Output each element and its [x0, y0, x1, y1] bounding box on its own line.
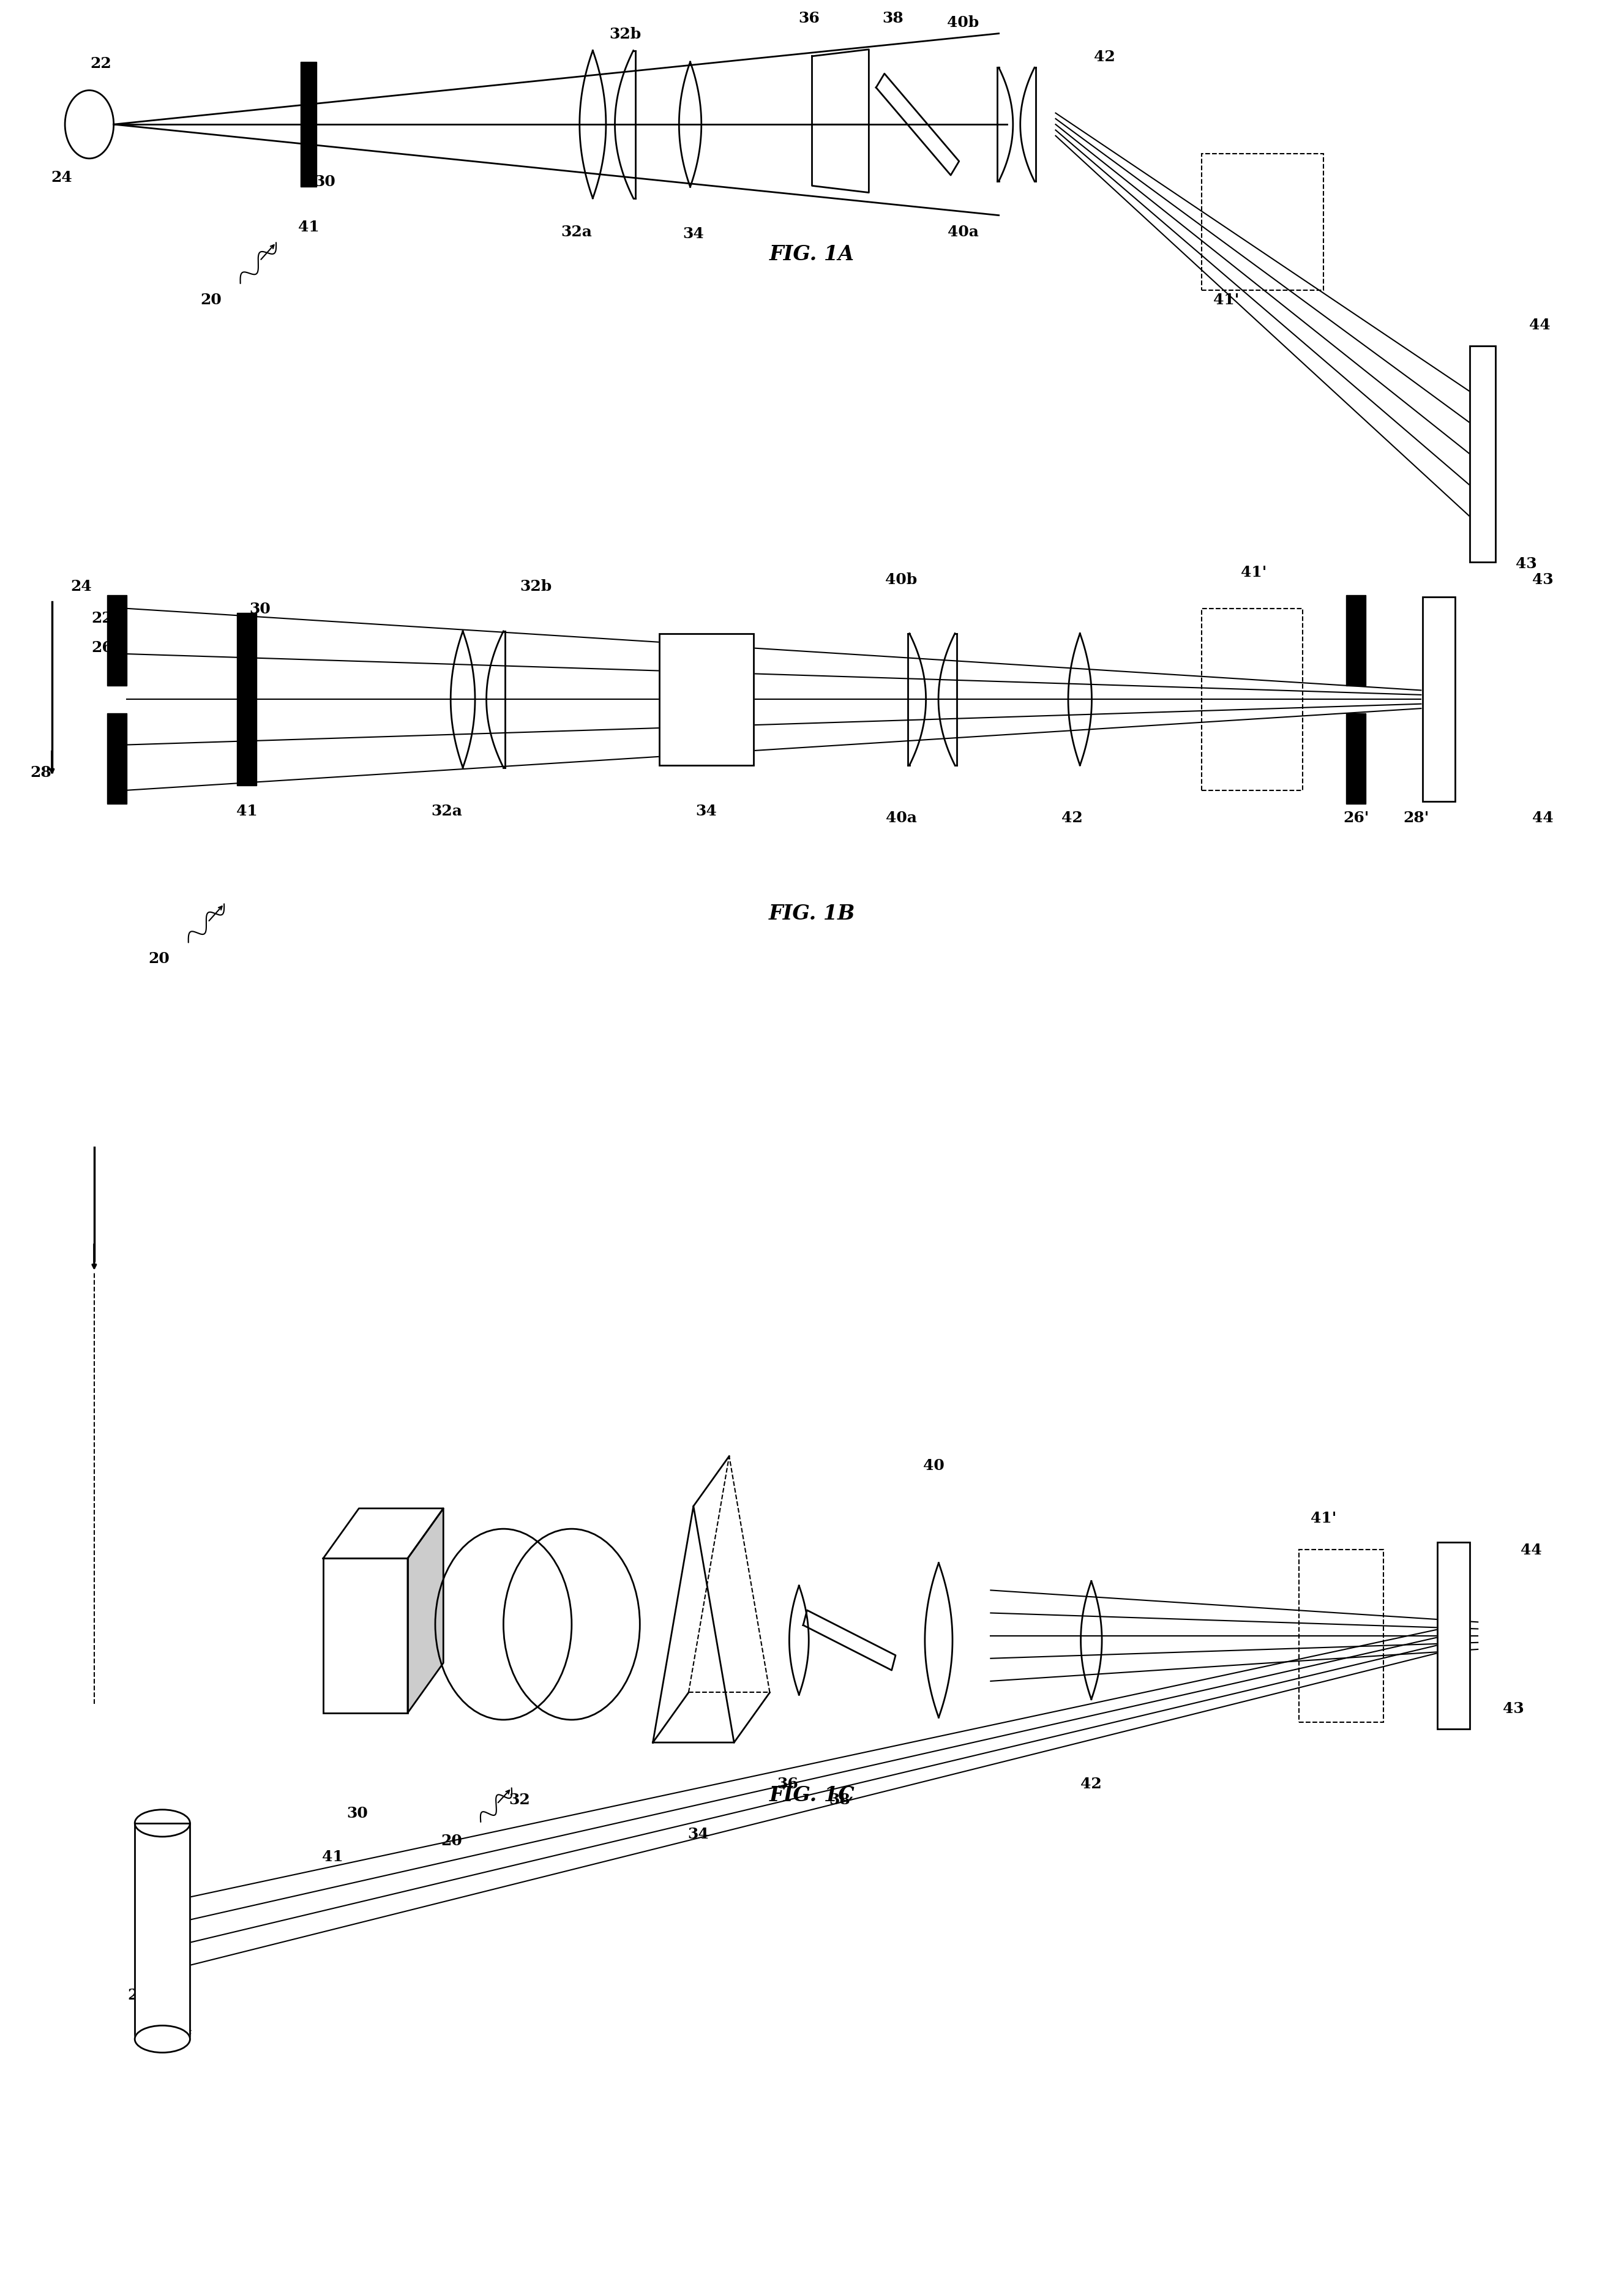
Text: 41: 41 [235, 804, 258, 818]
Bar [323, 1559, 408, 1713]
Text: 43: 43 [1502, 1702, 1525, 1715]
Bar [1437, 1543, 1470, 1729]
Text: 20: 20 [200, 293, 222, 307]
Text: 26: 26 [91, 641, 114, 654]
Bar [135, 1822, 190, 2040]
Text: 34: 34 [682, 227, 705, 241]
Text: 32b: 32b [520, 579, 552, 593]
Polygon shape [408, 1509, 443, 1713]
Text: 32a: 32a [430, 804, 463, 818]
Bar [107, 595, 127, 686]
Text: 30: 30 [346, 1806, 369, 1820]
Text: 30: 30 [248, 602, 271, 616]
Bar [659, 634, 754, 766]
Text: 28': 28' [1403, 811, 1429, 825]
Text: 43: 43 [1515, 557, 1538, 570]
Bar [300, 61, 317, 189]
Text: 42: 42 [1060, 811, 1083, 825]
Text: 44: 44 [1531, 811, 1554, 825]
Circle shape [435, 1529, 572, 1720]
Bar [1423, 598, 1455, 802]
Text: FIG. 1B: FIG. 1B [768, 904, 856, 922]
Text: 41': 41' [1311, 1511, 1337, 1525]
Text: 22: 22 [91, 611, 114, 625]
Text: 34: 34 [695, 804, 718, 818]
Text: FIG. 1C: FIG. 1C [770, 1786, 854, 1804]
Text: 20: 20 [148, 952, 171, 966]
Text: 42: 42 [1080, 1777, 1103, 1790]
Bar [107, 713, 127, 804]
Text: 44: 44 [1528, 318, 1551, 332]
Text: 22: 22 [127, 1988, 149, 2002]
Text: FIG. 1A: FIG. 1A [770, 245, 854, 264]
Text: 41: 41 [297, 220, 320, 234]
Ellipse shape [135, 2027, 190, 2052]
Text: 41': 41' [1213, 293, 1239, 307]
Text: 22: 22 [89, 57, 112, 70]
Bar [1470, 345, 1496, 561]
Bar [1299, 1550, 1384, 1722]
Text: 42: 42 [1093, 50, 1116, 64]
Text: 40b: 40b [885, 573, 918, 586]
Text: 43: 43 [1531, 573, 1554, 586]
Text: 40b: 40b [947, 16, 979, 30]
Bar [1423, 598, 1455, 802]
Bar [1346, 595, 1366, 686]
Text: 36: 36 [797, 11, 820, 25]
Text: 20: 20 [440, 1834, 463, 1847]
Text: 26': 26' [1343, 811, 1369, 825]
Text: 36: 36 [776, 1777, 799, 1790]
Bar [323, 1559, 408, 1713]
Text: 28: 28 [29, 766, 52, 779]
Bar [1346, 713, 1366, 804]
Circle shape [503, 1529, 640, 1720]
Text: 32: 32 [508, 1793, 531, 1806]
Text: 44: 44 [1520, 1543, 1543, 1556]
Bar [1202, 609, 1302, 791]
Text: 24: 24 [50, 170, 73, 184]
Bar [237, 613, 257, 786]
Text: 32a: 32a [560, 225, 593, 239]
Bar [135, 1822, 190, 2040]
Text: 41': 41' [1241, 566, 1267, 579]
Text: 24: 24 [70, 579, 93, 593]
Polygon shape [653, 1506, 734, 1743]
Text: 40: 40 [922, 1459, 945, 1472]
Text: 41: 41 [322, 1849, 344, 1863]
Text: 38: 38 [882, 11, 905, 25]
Bar [1202, 154, 1324, 291]
Bar [659, 634, 754, 766]
Text: 30: 30 [313, 175, 336, 189]
Text: 32b: 32b [609, 27, 641, 41]
Text: 38: 38 [828, 1793, 851, 1806]
Bar [1470, 345, 1496, 561]
Text: 40a: 40a [947, 225, 979, 239]
Text: 24: 24 [171, 2022, 193, 2036]
Bar [1437, 1543, 1470, 1729]
Text: 40a: 40a [885, 811, 918, 825]
Text: 34: 34 [687, 1827, 710, 1840]
